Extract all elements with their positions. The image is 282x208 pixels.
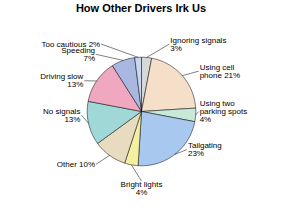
svg-text:Ignoring signals3%: Ignoring signals3% bbox=[170, 36, 226, 53]
svg-text:Tailgating23%: Tailgating23% bbox=[188, 141, 222, 158]
svg-text:Using cellphone 21%: Using cellphone 21% bbox=[200, 63, 240, 80]
svg-text:Other 10%: Other 10% bbox=[57, 160, 95, 169]
svg-text:Too cautious 2%: Too cautious 2% bbox=[41, 40, 100, 49]
svg-text:Bright lights4%: Bright lights4% bbox=[121, 180, 163, 197]
svg-text:No signals13%: No signals13% bbox=[43, 107, 80, 124]
svg-text:Driving slow13%: Driving slow13% bbox=[40, 72, 83, 89]
svg-text:Using twoparking spots4%: Using twoparking spots4% bbox=[200, 99, 248, 124]
